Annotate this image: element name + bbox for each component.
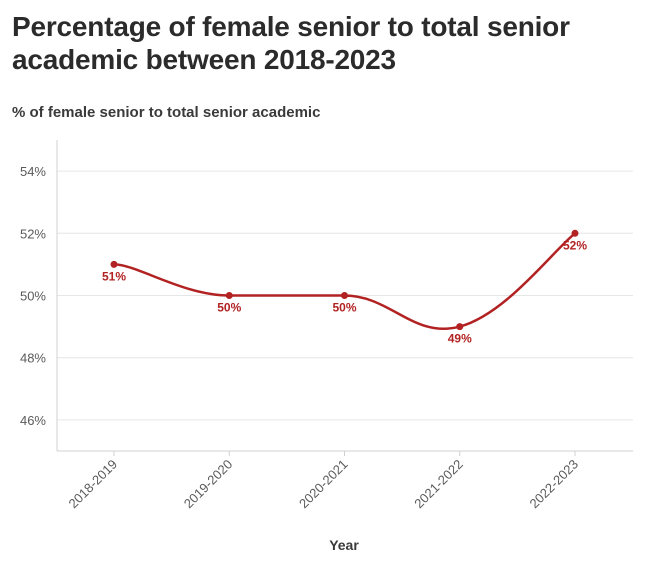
x-tick-label: 2022-2023: [527, 457, 582, 512]
x-tick-label: 2018-2019: [66, 457, 121, 512]
y-tick-label: 48%: [20, 351, 46, 366]
y-tick-label: 52%: [20, 226, 46, 241]
data-point: [456, 323, 464, 331]
data-point: [571, 229, 579, 237]
y-axis-tick-labels: 46% 48% 50% 52% 54%: [20, 164, 46, 428]
axes: [56, 140, 633, 456]
y-tick-label: 46%: [20, 413, 46, 428]
x-axis-tick-labels: 2018-2019 2019-2020 2020-2021 2021-2022 2022…: [66, 457, 582, 512]
data-labels: 51% 50% 50% 49% 52%: [102, 238, 587, 345]
series-line-layer: [112, 232, 577, 330]
data-points: [110, 229, 579, 331]
data-label: 49%: [448, 332, 472, 346]
data-point: [341, 292, 348, 299]
x-axis-title: Year: [329, 537, 359, 553]
data-label: 50%: [217, 301, 241, 315]
data-label: 50%: [332, 301, 356, 315]
data-label: 52%: [563, 238, 587, 252]
chart-subtitle: % of female senior to total senior acade…: [12, 104, 321, 121]
y-tick-label: 54%: [20, 164, 46, 179]
x-tick-label: 2020-2021: [296, 457, 351, 512]
x-tick-label: 2021-2022: [411, 457, 466, 512]
chart-title: Percentage of female senior to total sen…: [12, 11, 570, 75]
data-point: [110, 260, 118, 268]
x-tick-label: 2019-2020: [181, 457, 236, 512]
data-point: [225, 292, 233, 299]
y-tick-label: 50%: [20, 289, 46, 304]
series-line: [112, 232, 577, 330]
data-label: 51%: [102, 269, 126, 283]
